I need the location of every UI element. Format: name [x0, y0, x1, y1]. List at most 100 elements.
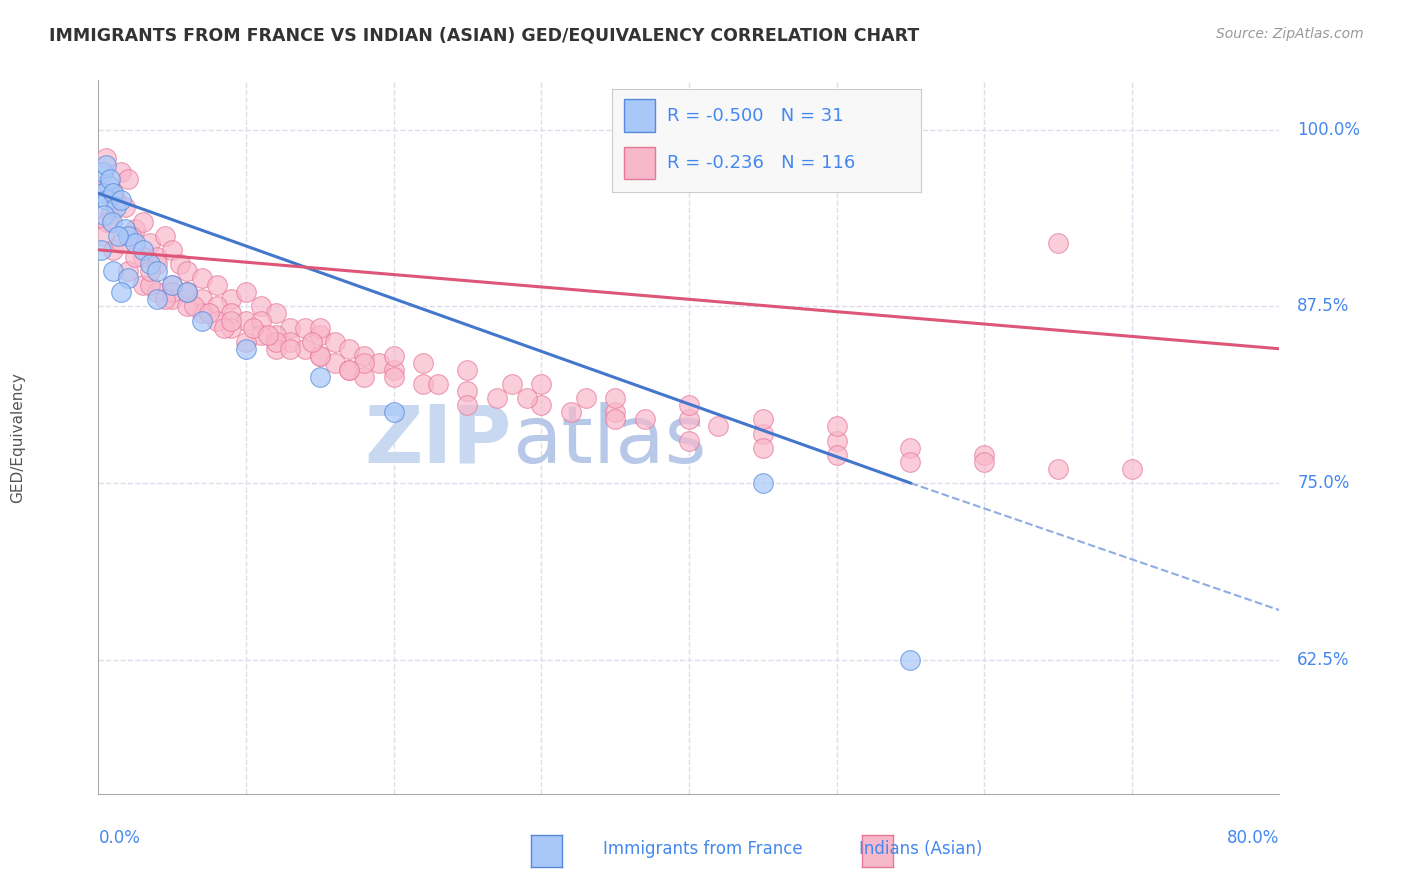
Point	[146, 264, 169, 278]
Point	[501, 377, 523, 392]
Point	[110, 235, 132, 250]
Text: 0.0%: 0.0%	[98, 830, 141, 847]
Point	[98, 207, 121, 221]
Point	[105, 201, 128, 215]
Text: Indians (Asian): Indians (Asian)	[859, 840, 983, 858]
Point	[103, 186, 125, 201]
Point	[825, 434, 848, 448]
Point	[825, 448, 848, 462]
Point	[250, 327, 273, 342]
Point	[530, 398, 553, 412]
Point	[139, 257, 162, 271]
Point	[751, 412, 773, 426]
Point	[91, 165, 114, 179]
Text: R = -0.236   N = 116: R = -0.236 N = 116	[668, 154, 855, 172]
Point	[132, 214, 155, 228]
Point	[176, 285, 198, 300]
Text: 75.0%: 75.0%	[1298, 474, 1350, 492]
Point	[678, 412, 700, 426]
Point	[337, 363, 360, 377]
Point	[574, 391, 596, 405]
Point	[183, 299, 205, 313]
Point	[117, 271, 139, 285]
Point	[337, 363, 360, 377]
Point	[264, 306, 287, 320]
Point	[114, 201, 136, 215]
Point	[382, 349, 405, 363]
Point	[516, 391, 538, 405]
Point	[264, 334, 287, 349]
Point	[98, 172, 121, 186]
Point	[90, 243, 112, 257]
Point	[560, 405, 582, 419]
Point	[191, 293, 214, 307]
Point	[278, 342, 302, 356]
Point	[294, 342, 316, 356]
Text: atlas: atlas	[512, 401, 706, 480]
Point	[1046, 462, 1069, 476]
Point	[205, 299, 228, 313]
Point	[382, 405, 405, 419]
Point	[605, 391, 627, 405]
Point	[132, 243, 155, 257]
Point	[353, 349, 375, 363]
Point	[93, 228, 115, 243]
Point	[146, 250, 169, 264]
Point	[294, 320, 316, 334]
Point	[264, 327, 287, 342]
Point	[973, 448, 995, 462]
Point	[212, 320, 235, 334]
Point	[205, 278, 228, 293]
Point	[153, 228, 176, 243]
Point	[250, 313, 273, 327]
Point	[323, 334, 346, 349]
Point	[751, 475, 773, 490]
Point	[124, 250, 146, 264]
Point	[103, 243, 125, 257]
Point	[973, 455, 995, 469]
Point	[107, 228, 129, 243]
Point	[900, 653, 922, 667]
Point	[191, 271, 214, 285]
Point	[176, 285, 198, 300]
Point	[301, 334, 323, 349]
Text: 100.0%: 100.0%	[1298, 120, 1360, 139]
Point	[162, 278, 183, 293]
Point	[257, 327, 280, 342]
Point	[530, 377, 553, 392]
Point	[309, 327, 332, 342]
Point	[117, 228, 139, 243]
Point	[825, 419, 848, 434]
Bar	[624, 146, 655, 179]
Point	[382, 363, 405, 377]
Point	[91, 179, 114, 194]
Point	[94, 158, 117, 172]
Point	[176, 299, 198, 313]
Point	[264, 342, 287, 356]
Point	[235, 334, 257, 349]
Point	[219, 320, 243, 334]
Point	[353, 356, 375, 370]
Point	[707, 419, 730, 434]
Point	[353, 370, 375, 384]
Point	[139, 264, 162, 278]
Point	[309, 320, 332, 334]
Point	[456, 363, 478, 377]
Point	[96, 214, 118, 228]
Point	[605, 412, 627, 426]
Point	[191, 306, 214, 320]
Text: IMMIGRANTS FROM FRANCE VS INDIAN (ASIAN) GED/EQUIVALENCY CORRELATION CHART: IMMIGRANTS FROM FRANCE VS INDIAN (ASIAN)…	[49, 27, 920, 45]
Point	[219, 293, 243, 307]
Point	[146, 285, 169, 300]
Point	[103, 186, 125, 201]
Point	[91, 186, 114, 201]
Point	[900, 441, 922, 455]
Point	[105, 194, 128, 208]
Point	[309, 370, 332, 384]
Point	[97, 179, 120, 194]
Bar	[624, 99, 655, 132]
Text: 62.5%: 62.5%	[1298, 650, 1350, 669]
Text: 80.0%: 80.0%	[1227, 830, 1279, 847]
Point	[250, 299, 273, 313]
Point	[162, 293, 183, 307]
